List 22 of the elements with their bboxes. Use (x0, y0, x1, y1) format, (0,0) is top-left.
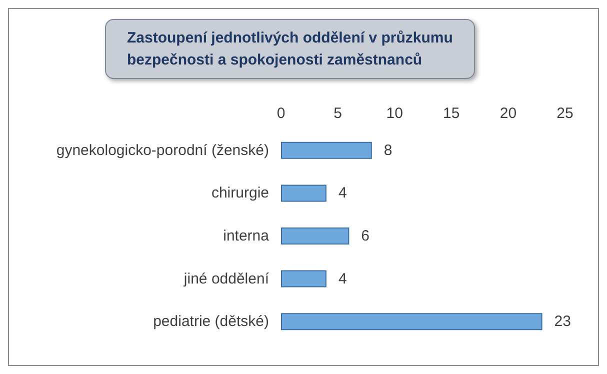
y-tick-label: chirurgie (211, 184, 269, 202)
data-label: 23 (554, 313, 571, 330)
x-tick-label: 15 (443, 105, 460, 122)
data-label: 4 (338, 270, 347, 288)
y-tick-label: jiné oddělení (182, 270, 270, 288)
bar (281, 313, 542, 330)
y-tick-label: pediatrie (dětské) (153, 313, 269, 330)
x-tick-label: 20 (500, 105, 517, 122)
x-tick-label: 10 (386, 105, 403, 122)
data-label: 6 (361, 228, 370, 244)
x-tick-label: 0 (276, 105, 286, 122)
x-tick-label: 25 (556, 105, 574, 122)
data-label: 4 (338, 184, 347, 202)
bar (281, 270, 326, 288)
bar (281, 184, 326, 202)
chart-title: Zastoupení jednotlivých oddělení v průzkumu bezpečnosti a spokojenosti zaměstnanců (127, 30, 453, 68)
data-label: 8 (384, 142, 392, 159)
y-tick-label: interna (223, 228, 270, 244)
x-tick-label: 5 (334, 105, 342, 122)
bar (281, 228, 350, 244)
y-tick-label: gynekologicko-porodní (ženské) (56, 142, 269, 159)
bar (281, 142, 372, 159)
